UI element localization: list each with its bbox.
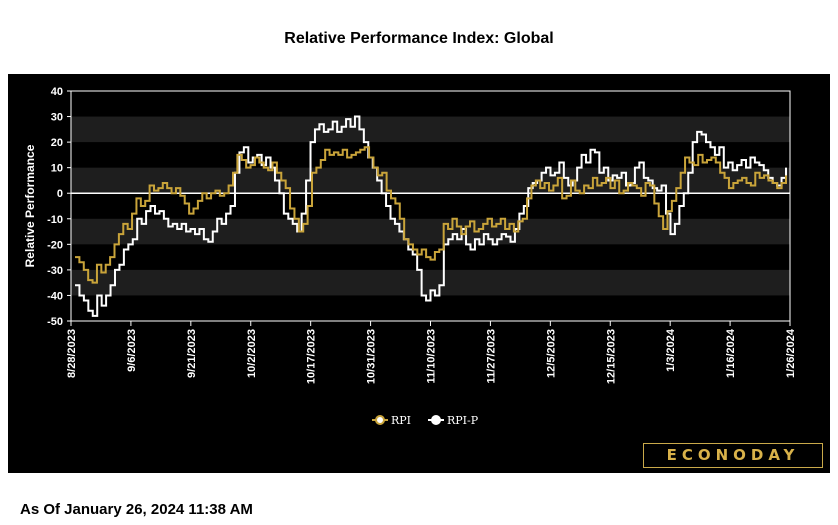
chart-panel: 40 30 20 10 0 -10 -20 -30 -40 -50 8/28/2023 9/6/20… bbox=[8, 74, 830, 473]
y-tick-label: 0 bbox=[57, 188, 63, 200]
y-tick-label: 10 bbox=[51, 163, 63, 175]
legend-marker bbox=[431, 415, 441, 425]
series-line-rpi bbox=[75, 146, 787, 284]
y-tick-label: -20 bbox=[47, 239, 63, 251]
y-tick-label: 20 bbox=[51, 137, 63, 149]
legend-label: RPI bbox=[391, 414, 411, 427]
y-tick-label: -40 bbox=[47, 290, 63, 302]
x-tick-label: 12/5/2023 bbox=[545, 329, 557, 378]
x-tick-label: 9/21/2023 bbox=[186, 329, 198, 378]
x-tick-label: 9/6/2023 bbox=[126, 329, 138, 372]
x-tick-label: 1/3/2024 bbox=[665, 328, 677, 372]
x-tick-label: 11/27/2023 bbox=[485, 329, 497, 383]
x-tick-label: 10/17/2023 bbox=[306, 329, 318, 384]
legend-item-rpi: RPI bbox=[372, 414, 411, 427]
legend-marker bbox=[375, 415, 385, 425]
y-tick-label: 30 bbox=[51, 112, 63, 124]
x-tick-label: 10/2/2023 bbox=[246, 329, 258, 378]
grid-band bbox=[71, 167, 790, 194]
x-tick-label: 10/31/2023 bbox=[366, 329, 378, 384]
y-tick-label: -30 bbox=[47, 265, 63, 277]
econoday-logo: ECONODAY bbox=[643, 443, 823, 468]
y-tick-label: -10 bbox=[47, 214, 63, 226]
x-tick-label: 1/16/2024 bbox=[725, 328, 737, 378]
x-tick-label: 8/28/2023 bbox=[66, 329, 78, 378]
line-chart: 40 30 20 10 0 -10 -20 -30 -40 -50 8/28/2023 9/6/20… bbox=[23, 86, 797, 427]
chart-title: Relative Performance Index: Global bbox=[284, 30, 554, 47]
y-tick-label: -50 bbox=[47, 316, 63, 328]
x-tick-label: 11/10/2023 bbox=[426, 329, 438, 383]
x-tick-label: 12/15/2023 bbox=[605, 329, 617, 384]
legend-item-rpi-p: RPI-P bbox=[428, 414, 479, 427]
grid-band bbox=[71, 116, 790, 143]
series-line-rpi-p bbox=[75, 115, 787, 317]
y-axis-label: Relative Performance bbox=[23, 144, 37, 267]
x-tick-label: 1/26/2024 bbox=[785, 328, 797, 378]
y-tick-label: 40 bbox=[51, 86, 63, 98]
as-of-timestamp: As Of January 26, 2024 11:38 AM bbox=[20, 501, 253, 518]
grid-band bbox=[71, 218, 790, 245]
legend-label: RPI-P bbox=[447, 414, 479, 427]
